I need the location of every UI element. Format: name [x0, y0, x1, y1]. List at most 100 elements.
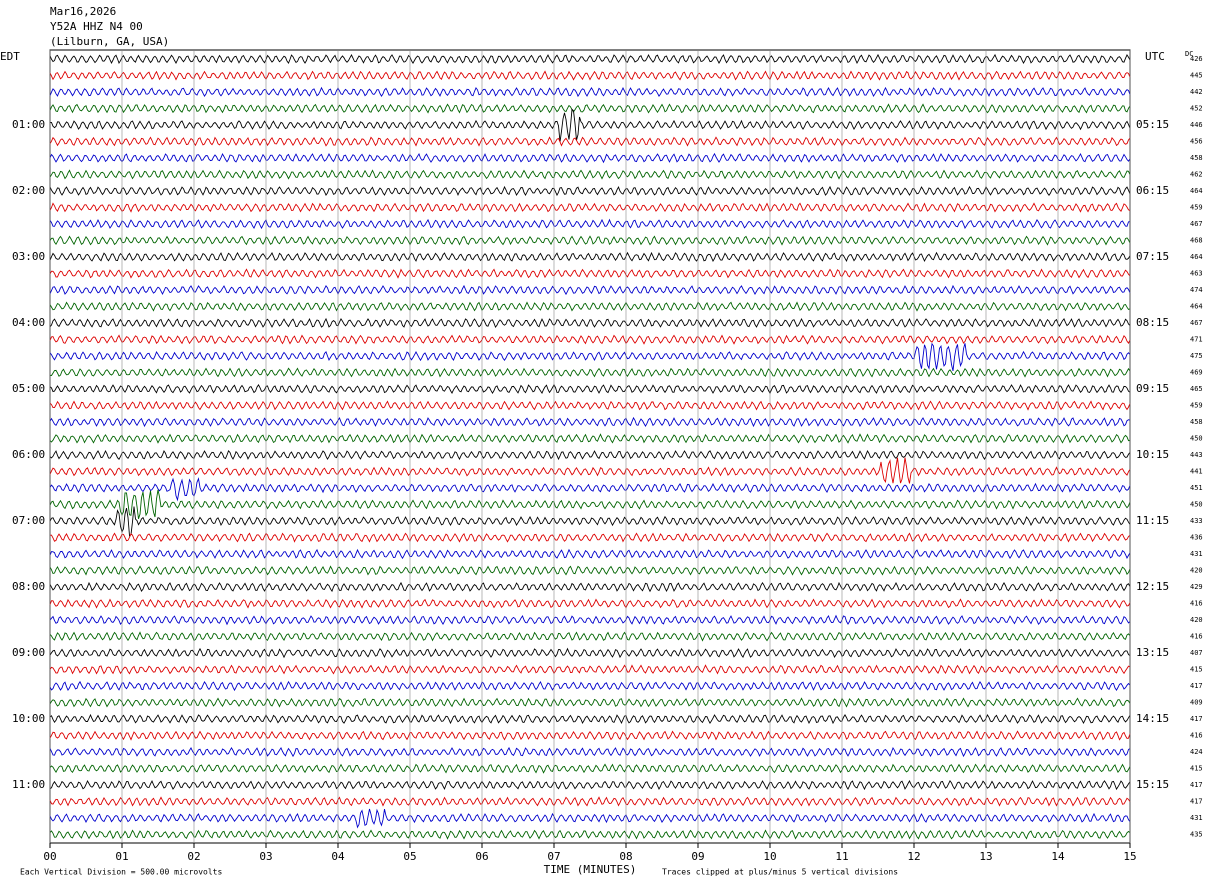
x-tick-label: 11 — [835, 850, 848, 863]
dc-value: 431 — [1190, 550, 1203, 558]
dc-value: 407 — [1190, 649, 1203, 657]
right-time: 14:15 — [1136, 712, 1169, 725]
trace — [49, 185, 1131, 197]
trace — [49, 730, 1131, 741]
dc-value: 431 — [1190, 814, 1203, 822]
trace — [49, 152, 1131, 164]
left-time: 04:00 — [12, 316, 45, 329]
left-time: 03:00 — [12, 250, 45, 263]
trace — [49, 317, 1131, 329]
plot-frame — [49, 49, 1131, 844]
dc-value: 464 — [1190, 253, 1203, 261]
trace — [49, 647, 1131, 659]
x-tick-label: 03 — [259, 850, 272, 863]
dc-value: 416 — [1190, 600, 1203, 608]
dc-value: 435 — [1190, 831, 1203, 839]
right-time: 08:15 — [1136, 316, 1169, 329]
trace — [49, 268, 1131, 279]
trace — [49, 400, 1131, 411]
dc-value: 415 — [1190, 765, 1203, 773]
trace — [49, 108, 1131, 143]
trace — [49, 334, 1131, 345]
left-time: 07:00 — [12, 514, 45, 527]
dc-value: 474 — [1190, 286, 1203, 294]
x-tick-label: 02 — [187, 850, 200, 863]
dc-value: 462 — [1190, 171, 1203, 179]
dc-value: 456 — [1190, 138, 1203, 146]
trace — [49, 218, 1131, 230]
trace — [49, 565, 1131, 576]
dc-value: 451 — [1190, 484, 1203, 492]
trace — [49, 614, 1131, 626]
trace — [49, 581, 1131, 593]
trace — [49, 808, 1131, 829]
right-time: 09:15 — [1136, 382, 1169, 395]
right-time: 13:15 — [1136, 646, 1169, 659]
left-time: 08:00 — [12, 580, 45, 593]
left-time: 06:00 — [12, 448, 45, 461]
trace — [49, 235, 1131, 246]
trace — [49, 136, 1131, 147]
right-zone: UTC — [1145, 50, 1165, 63]
dc-value: 450 — [1190, 435, 1203, 443]
dc-value: 469 — [1190, 369, 1203, 377]
x-tick-label: 07 — [547, 850, 560, 863]
x-tick-label: 06 — [475, 850, 488, 863]
trace — [49, 532, 1131, 543]
trace — [49, 301, 1131, 312]
trace — [49, 796, 1131, 807]
dc-value: 417 — [1190, 781, 1203, 789]
trace — [49, 103, 1131, 114]
x-tick-label: 10 — [763, 850, 776, 863]
dc-value: 442 — [1190, 88, 1203, 96]
dc-value: 420 — [1190, 616, 1203, 624]
dc-value: 417 — [1190, 682, 1203, 690]
trace — [49, 763, 1131, 774]
trace — [49, 433, 1131, 444]
trace — [49, 477, 1131, 502]
trace — [49, 697, 1131, 708]
dc-value: 445 — [1190, 72, 1203, 80]
dc-value: 446 — [1190, 121, 1203, 129]
dc-value: 465 — [1190, 385, 1203, 393]
left-time: 05:00 — [12, 382, 45, 395]
trace — [49, 70, 1131, 81]
dc-value: 463 — [1190, 270, 1203, 278]
dc-value: 471 — [1190, 336, 1203, 344]
dc-value: 409 — [1190, 699, 1203, 707]
trace — [49, 449, 1131, 461]
x-tick-label: 01 — [115, 850, 128, 863]
left-time: 09:00 — [12, 646, 45, 659]
trace — [49, 548, 1131, 560]
trace — [49, 680, 1131, 692]
station: Y52A HHZ N4 00 — [50, 20, 143, 33]
location: (Lilburn, GA, USA) — [50, 35, 169, 48]
dc-value: 426 — [1190, 55, 1203, 63]
dc-value: 429 — [1190, 583, 1203, 591]
dc-value: 464 — [1190, 187, 1203, 195]
dc-value: 450 — [1190, 501, 1203, 509]
x-tick-label: 04 — [331, 850, 345, 863]
right-time: 10:15 — [1136, 448, 1169, 461]
dc-value: 459 — [1190, 204, 1203, 212]
x-tick-label: 08 — [619, 850, 632, 863]
trace — [49, 713, 1131, 725]
right-time: 11:15 — [1136, 514, 1169, 527]
x-tick-label: 12 — [907, 850, 920, 863]
trace — [49, 779, 1131, 791]
left-time: 11:00 — [12, 778, 45, 791]
dc-value: 452 — [1190, 105, 1203, 113]
trace — [49, 506, 1131, 537]
trace — [49, 169, 1131, 180]
trace — [49, 383, 1131, 395]
x-tick-label: 13 — [979, 850, 992, 863]
dc-value: 458 — [1190, 418, 1203, 426]
right-time: 15:15 — [1136, 778, 1169, 791]
trace — [49, 202, 1131, 213]
x-tick-label: 00 — [43, 850, 56, 863]
dc-label: DC — [1185, 50, 1193, 58]
clip-note: Traces clipped at plus/minus 5 vertical … — [662, 868, 898, 877]
dc-value: 415 — [1190, 666, 1203, 674]
date: Mar16,2026 — [50, 5, 116, 18]
